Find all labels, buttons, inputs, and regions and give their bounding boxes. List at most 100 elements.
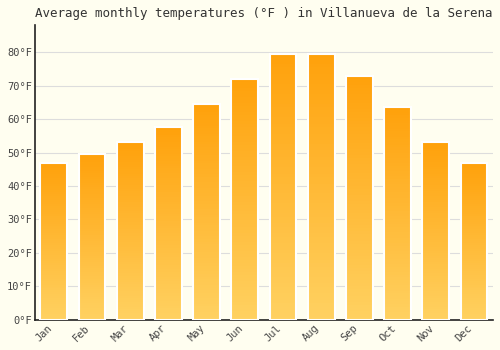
Bar — [270, 183, 296, 187]
Bar — [308, 104, 334, 107]
Bar — [117, 309, 143, 311]
Bar — [308, 230, 334, 233]
Bar — [193, 161, 220, 163]
Bar — [78, 212, 106, 214]
Bar — [308, 70, 334, 74]
Bar — [155, 306, 182, 308]
Bar — [78, 283, 106, 285]
Bar — [155, 257, 182, 260]
Bar — [78, 274, 106, 277]
Bar — [40, 180, 67, 182]
Bar — [384, 280, 411, 283]
Bar — [117, 251, 143, 253]
Bar — [346, 237, 372, 240]
Bar — [270, 187, 296, 190]
Bar — [460, 230, 487, 231]
Bar — [308, 190, 334, 194]
Bar — [155, 308, 182, 310]
Bar — [78, 243, 106, 245]
Bar — [155, 303, 182, 306]
Bar — [117, 176, 143, 178]
Bar — [155, 301, 182, 303]
Bar — [40, 188, 67, 190]
Bar — [232, 154, 258, 157]
Bar — [117, 238, 143, 240]
Bar — [117, 209, 143, 211]
Bar — [193, 193, 220, 196]
Bar — [308, 177, 334, 180]
Bar — [78, 314, 106, 316]
Bar — [155, 178, 182, 180]
Bar — [40, 281, 67, 282]
Bar — [460, 241, 487, 243]
Bar — [155, 204, 182, 207]
Bar — [384, 131, 411, 134]
Bar — [78, 299, 106, 301]
Bar — [232, 266, 258, 269]
Bar — [232, 209, 258, 211]
Bar — [346, 253, 372, 256]
Bar — [460, 300, 487, 302]
Bar — [270, 61, 296, 64]
Bar — [155, 236, 182, 238]
Bar — [346, 201, 372, 204]
Bar — [40, 276, 67, 279]
Bar — [155, 298, 182, 301]
Bar — [422, 149, 449, 151]
Bar — [193, 274, 220, 277]
Bar — [40, 190, 67, 192]
Bar — [270, 67, 296, 70]
Bar — [460, 206, 487, 208]
Bar — [384, 193, 411, 195]
Bar — [232, 287, 258, 290]
Bar — [193, 206, 220, 209]
Bar — [193, 288, 220, 290]
Bar — [40, 298, 67, 300]
Bar — [117, 142, 143, 145]
Bar — [232, 236, 258, 239]
Bar — [155, 310, 182, 313]
Bar — [346, 262, 372, 265]
Bar — [270, 300, 296, 303]
Bar — [270, 150, 296, 154]
Bar — [40, 287, 67, 288]
Bar — [40, 214, 67, 216]
Bar — [460, 302, 487, 304]
Bar — [422, 169, 449, 171]
Bar — [155, 276, 182, 279]
Bar — [155, 250, 182, 253]
Bar — [40, 318, 67, 320]
Bar — [270, 257, 296, 260]
Bar — [40, 186, 67, 188]
Bar — [346, 302, 372, 304]
Bar — [155, 248, 182, 250]
Bar — [270, 220, 296, 223]
Bar — [117, 253, 143, 256]
Bar — [40, 173, 67, 174]
Bar — [308, 260, 334, 264]
Bar — [422, 178, 449, 180]
Bar — [346, 140, 372, 143]
Bar — [460, 167, 487, 168]
Bar — [232, 151, 258, 154]
Bar — [40, 279, 67, 281]
Bar — [232, 269, 258, 272]
Bar — [232, 163, 258, 166]
Bar — [232, 275, 258, 278]
Bar — [78, 175, 106, 177]
Bar — [270, 267, 296, 270]
Bar — [232, 103, 258, 106]
Bar — [270, 114, 296, 117]
Bar — [40, 267, 67, 269]
Bar — [422, 147, 449, 149]
Bar — [270, 297, 296, 300]
Bar — [232, 160, 258, 163]
Bar — [346, 91, 372, 94]
Bar — [422, 167, 449, 169]
Bar — [384, 288, 411, 291]
Bar — [346, 127, 372, 131]
Bar — [232, 130, 258, 133]
Bar — [193, 212, 220, 215]
Bar — [384, 206, 411, 208]
Bar — [232, 133, 258, 136]
